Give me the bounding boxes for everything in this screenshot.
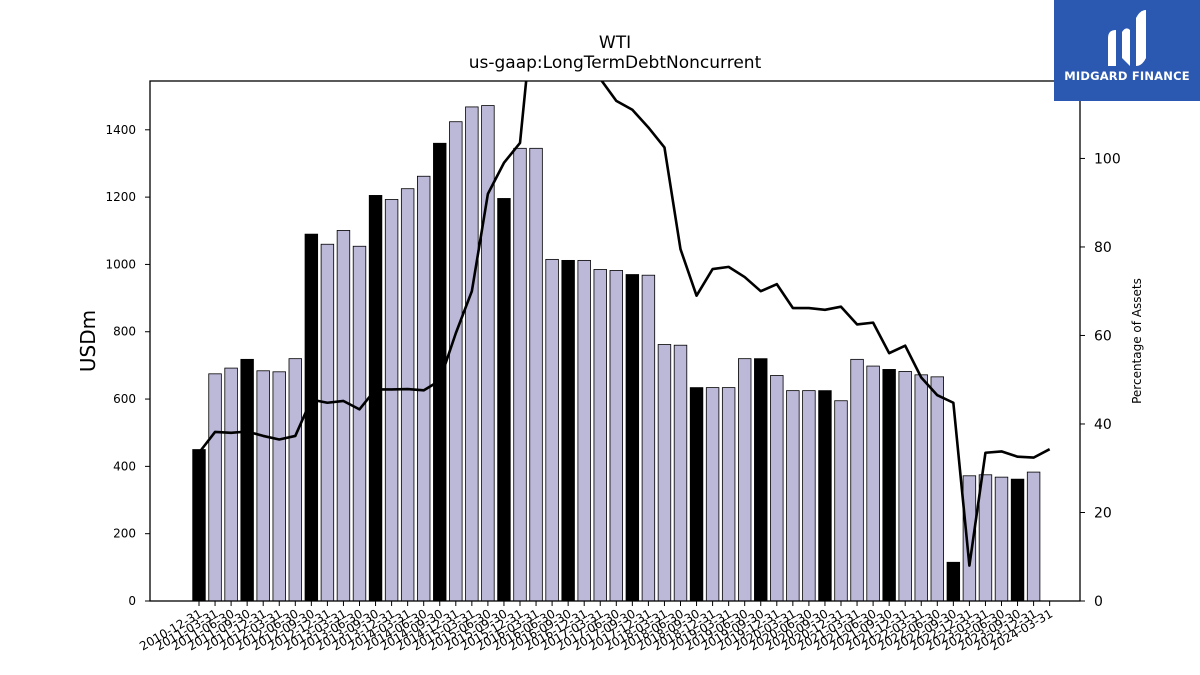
bar (818, 390, 832, 602)
y-tick-label: 200 (113, 527, 136, 541)
bar (1010, 478, 1025, 602)
y-tick-label: 800 (113, 325, 136, 339)
bar (625, 274, 640, 602)
bar (834, 400, 848, 602)
brand-logo: MIDGARD FINANCE (1054, 0, 1200, 101)
bar (898, 371, 912, 602)
left-axis-ticks: 0 200 400 600 800 1000 1200 1400 (105, 123, 150, 608)
bar (770, 375, 784, 602)
bar (368, 195, 383, 602)
bar (673, 344, 688, 602)
bar (384, 199, 399, 602)
bar (256, 370, 270, 602)
bar (433, 142, 447, 602)
bar (336, 230, 351, 602)
bar (738, 358, 752, 602)
bar (1026, 471, 1041, 602)
bar (497, 198, 511, 602)
y2-tick-label: 80 (1094, 240, 1112, 256)
bar (786, 390, 800, 602)
y2-tick-label: 60 (1094, 328, 1112, 344)
y-tick-label: 1000 (105, 257, 136, 271)
bar (657, 344, 672, 602)
chart-title: WTI (599, 33, 631, 53)
bar (721, 387, 736, 602)
bar (192, 449, 206, 602)
bar (288, 358, 303, 602)
y-axis-label: USDm (76, 310, 100, 372)
bar (754, 358, 768, 602)
bar (882, 369, 896, 602)
y2-axis-label: Percentage of Assets (1130, 278, 1144, 404)
bar (593, 269, 607, 602)
y-tick-label: 1400 (105, 123, 136, 137)
bar (529, 147, 543, 602)
bar (978, 474, 993, 602)
plot-frame (149, 80, 1081, 602)
bar (866, 365, 880, 602)
bar (304, 233, 319, 602)
bar (224, 367, 238, 602)
y-tick-label: 600 (113, 392, 136, 406)
bar (240, 358, 254, 602)
y2-tick-label: 20 (1094, 505, 1112, 521)
bar (449, 121, 463, 602)
y2-tick-label: 0 (1094, 594, 1103, 610)
bar (513, 147, 527, 602)
bar (481, 105, 495, 602)
bar-series (192, 105, 1041, 602)
bar (400, 188, 415, 602)
bar (930, 376, 945, 602)
bar (465, 106, 479, 602)
bar (641, 274, 656, 602)
bar (577, 259, 591, 602)
y-tick-label: 0 (128, 594, 136, 608)
bar (561, 259, 575, 602)
bar (545, 258, 559, 602)
bar (946, 561, 961, 602)
chart-subtitle: us-gaap:LongTermDebtNoncurrent (469, 53, 762, 73)
y-tick-label: 1200 (105, 190, 136, 204)
line-series (197, 81, 1051, 567)
bar (208, 373, 222, 602)
bar (689, 387, 704, 602)
bar (802, 390, 816, 602)
bar (705, 387, 720, 602)
bar (272, 371, 286, 602)
y2-tick-label: 40 (1094, 417, 1112, 433)
bar (352, 245, 367, 602)
percentage-line (197, 81, 1051, 567)
x-axis-ticks: 2010-12-312011-03-312011-06-302011-09-30… (137, 601, 1055, 653)
logo-text: MIDGARD FINANCE (1064, 69, 1190, 83)
bar (850, 358, 864, 602)
bar (320, 243, 335, 602)
right-axis-ticks: 0 20 40 60 80 100 (1080, 151, 1121, 610)
y-tick-label: 400 (113, 459, 136, 473)
y2-tick-label: 100 (1094, 151, 1121, 167)
bar (994, 476, 1009, 602)
logo-mark-icon (1108, 10, 1146, 66)
bar (914, 374, 928, 602)
bar (609, 270, 624, 602)
